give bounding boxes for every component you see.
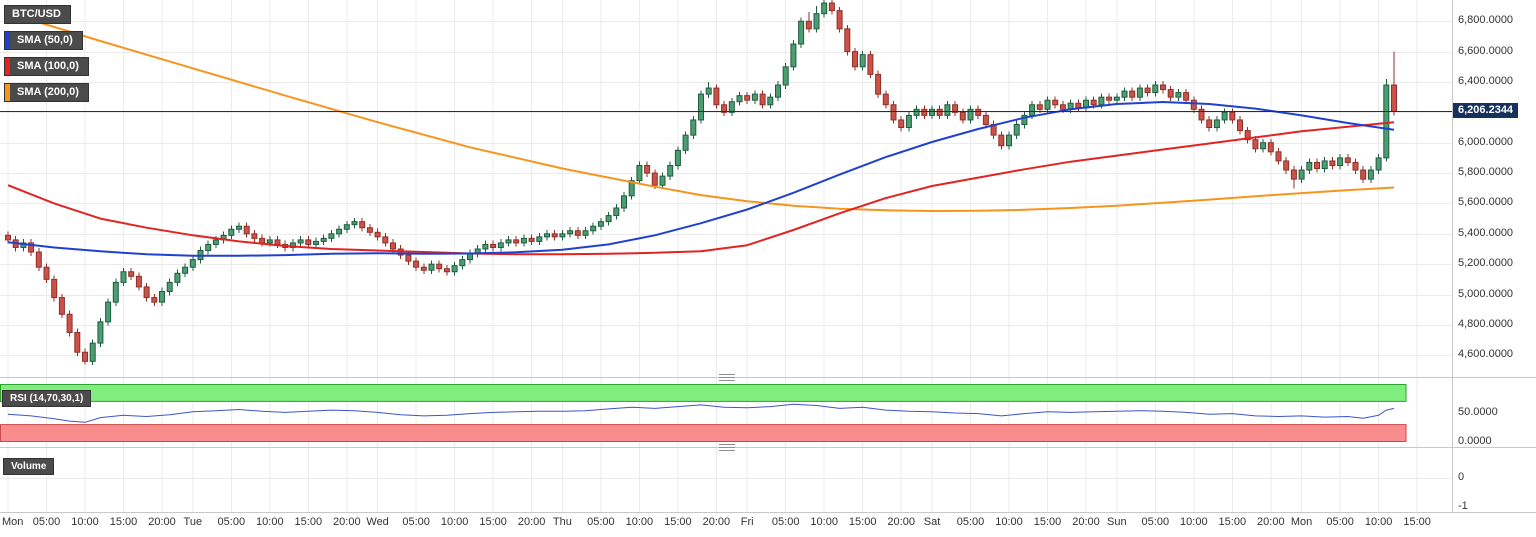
sma200-badge[interactable]: SMA (200,0) (4, 83, 89, 102)
axis-label: 0.0000 (1458, 435, 1492, 447)
sma50-badge[interactable]: SMA (50,0) (4, 31, 83, 50)
time-axis-label: 15:00 (1218, 516, 1247, 528)
time-axis-label: 10:00 (71, 516, 99, 528)
axis-label: 50.0000 (1458, 406, 1498, 418)
symbol-badge[interactable]: BTC/USD (4, 5, 71, 24)
volume-pane-resize-handle[interactable] (719, 444, 735, 451)
time-axis-label: 10:00 (995, 516, 1023, 528)
sma200-label: SMA (200,0) (17, 86, 79, 98)
time-axis-label: 20:00 (333, 516, 361, 528)
axis-label: 5,200.0000 (1458, 257, 1514, 270)
rsi-badge[interactable]: RSI (14,70,30,1) (2, 390, 92, 407)
price-axis-border (1452, 0, 1453, 512)
time-axis-label: Mon (2, 516, 24, 528)
volume-pane-separator (0, 447, 1536, 448)
time-axis[interactable]: Mon 05:00 10:00 15:00 20:00 Tue 05:00 10:00 15:0… (0, 514, 1536, 534)
axis-label: 4,800.0000 (1458, 317, 1514, 330)
time-axis-label: 10:00 (440, 516, 469, 528)
time-axis-label: 05:00 (1326, 516, 1354, 528)
rsi-pane-resize-handle[interactable] (719, 374, 735, 381)
sma50-label: SMA (50,0) (17, 34, 73, 46)
time-axis-label: 10:00 (810, 516, 838, 528)
candlestick-series (5, 0, 1397, 366)
sma-overlays (7, 11, 1395, 257)
volume-label: Volume (11, 461, 47, 472)
sma50-color-chip (5, 32, 10, 49)
time-axis-label: Fri (740, 516, 754, 528)
axis-label: 6,800.0000 (1458, 14, 1514, 27)
sma100-badge[interactable]: SMA (100,0) (4, 57, 89, 76)
time-axis-label: 15:00 (1403, 516, 1431, 528)
axis-label: 6,400.0000 (1458, 74, 1514, 87)
axis-label: 4,600.0000 (1458, 348, 1514, 361)
axis-label: 6,600.0000 (1458, 44, 1514, 57)
time-axis-label: 05:00 (771, 516, 800, 528)
price-axis[interactable]: 6,206.2344 6,800.0000 6,600.0000 6,400.000… (1452, 0, 1536, 537)
rsi-line (7, 403, 1395, 423)
time-axis-label: 05:00 (217, 516, 246, 528)
axis-label: 5,400.0000 (1458, 226, 1514, 239)
axis-label: 5,000.0000 (1458, 287, 1514, 300)
axis-label: 0 (1458, 471, 1465, 483)
rsi-pane-separator (0, 377, 1536, 378)
time-axis-label: 15:00 (109, 516, 138, 528)
sma100-label: SMA (100,0) (17, 60, 79, 72)
time-axis-label: 05:00 (32, 516, 61, 528)
rsi-bands (0, 384, 1407, 443)
time-axis-label: 20:00 (1072, 516, 1100, 528)
time-axis-label: 05:00 (956, 516, 985, 528)
time-axis-label: 10:00 (1364, 516, 1393, 528)
time-axis-label: Wed (366, 516, 389, 528)
time-axis-label: 15:00 (294, 516, 323, 528)
symbol-label: BTC/USD (12, 8, 61, 20)
time-axis-label: 20:00 (148, 516, 176, 528)
time-axis-label: 20:00 (887, 516, 915, 528)
axis-label: 5,800.0000 (1458, 166, 1514, 179)
time-axis-label: 05:00 (402, 516, 430, 528)
sma100-color-chip (5, 58, 10, 75)
time-axis-label: 20:00 (517, 516, 546, 528)
time-axis-label: 05:00 (1141, 516, 1170, 528)
time-axis-label: 15:00 (848, 516, 877, 528)
time-axis-label: 15:00 (479, 516, 507, 528)
time-axis-label: Sun (1107, 516, 1127, 528)
time-axis-separator (0, 512, 1536, 513)
time-axis-label: Mon (1290, 516, 1313, 528)
rsi-label: RSI (14,70,30,1) (10, 393, 84, 404)
time-axis-label: 10:00 (1180, 516, 1208, 528)
time-axis-label: 10:00 (625, 516, 654, 528)
current-price-label: 6,206.2344 (1458, 104, 1514, 117)
time-axis-label: 20:00 (1257, 516, 1285, 528)
axis-label: -1 (1458, 500, 1468, 512)
time-axis-label: Sat (923, 516, 941, 528)
sma200-color-chip (5, 84, 10, 101)
time-axis-label: 05:00 (587, 516, 615, 528)
axis-label: 6,000.0000 (1458, 135, 1514, 148)
time-axis-label: 15:00 (664, 516, 692, 528)
time-axis-label: 20:00 (702, 516, 731, 528)
time-axis-label: 15:00 (1033, 516, 1062, 528)
time-axis-label: Tue (183, 516, 203, 528)
volume-badge[interactable]: Volume (3, 458, 55, 475)
current-price-badge: 6,206.2344 (1453, 103, 1519, 119)
time-axis-label: Thu (552, 516, 572, 528)
time-axis-label: 10:00 (256, 516, 284, 528)
axis-label: 5,600.0000 (1458, 196, 1514, 209)
